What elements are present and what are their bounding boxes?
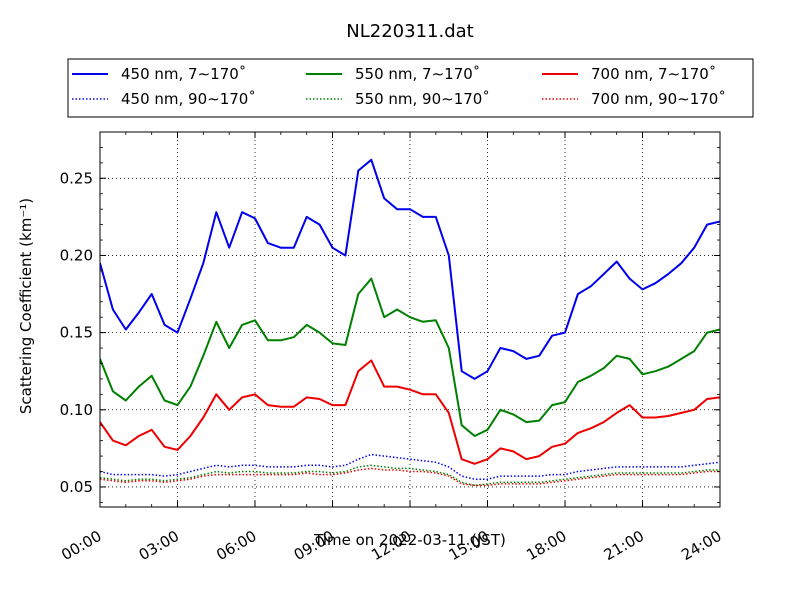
legend-label-1: 450 nm, 90∼170˚ [121, 90, 256, 108]
x-axis-label: Time on 2022-03-11 (JST) [313, 531, 506, 549]
y-tick-label: 0.15 [60, 324, 93, 342]
y-axis-label: Scattering Coefficient (km⁻¹) [17, 198, 35, 414]
legend-label-2: 550 nm, 7∼170˚ [355, 65, 480, 83]
x-tick-label: 06:00 [213, 527, 259, 564]
legend-frame [67, 58, 754, 118]
legend-label-4: 700 nm, 7∼170˚ [591, 65, 716, 83]
legend: 450 nm, 7∼170˚ 550 nm, 7∼170˚ 700 nm, 7∼17… [67, 58, 754, 118]
y-tick-label: 0.20 [60, 246, 93, 264]
y-tick-label: 0.10 [60, 401, 93, 419]
series-line-3 [100, 464, 720, 487]
legend-label-3: 550 nm, 90∼170˚ [355, 90, 490, 108]
series-line-4 [100, 359, 720, 465]
x-tick-label: 24:00 [678, 527, 724, 564]
legend-label-0: 450 nm, 7∼170˚ [121, 65, 246, 83]
y-tick-labels: 0.05 0.10 0.15 0.20 0.25 [60, 169, 93, 496]
series-line-2 [100, 277, 720, 437]
legend-label-5: 700 nm, 90∼170˚ [591, 90, 726, 108]
y-tick-label: 0.25 [60, 169, 93, 187]
series-layer [100, 158, 720, 487]
y-tick-label: 0.05 [60, 478, 93, 496]
x-tick-label: 00:00 [58, 527, 104, 564]
series-line-5 [100, 467, 720, 487]
x-tick-label: 18:00 [523, 527, 569, 564]
series-line-0 [100, 158, 720, 380]
x-tick-label: 03:00 [136, 527, 182, 564]
chart-title: NL220311.dat [346, 21, 473, 42]
plot-area [99, 131, 721, 508]
plot-frame [99, 131, 721, 508]
x-tick-label: 21:00 [601, 527, 647, 564]
